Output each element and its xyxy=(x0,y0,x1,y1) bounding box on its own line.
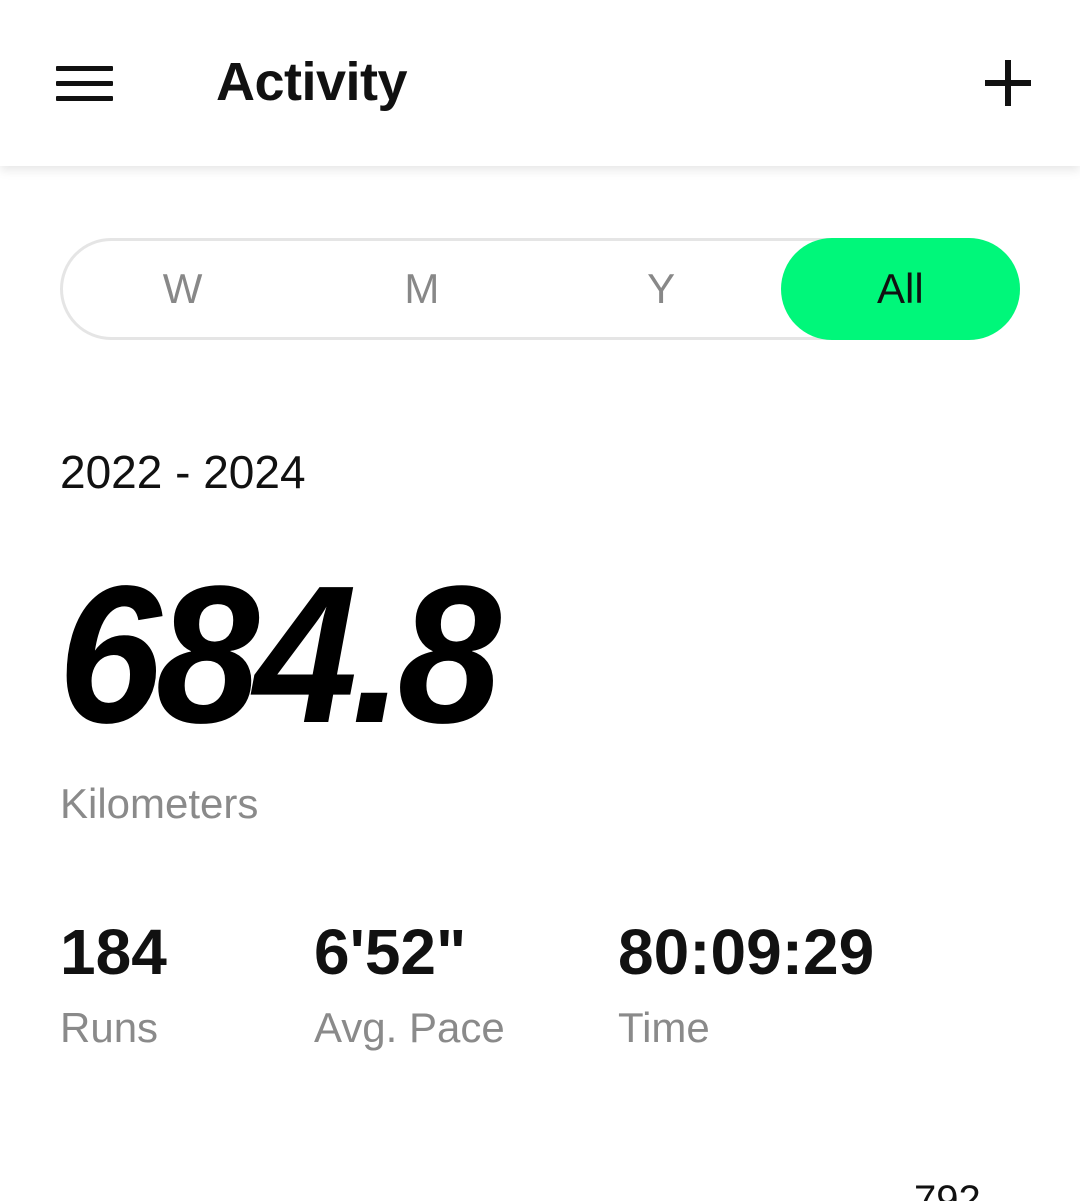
hamburger-menu-icon xyxy=(55,65,113,71)
total-distance: 684.8 xyxy=(58,545,501,764)
chart-axis-value: 792 xyxy=(914,1178,981,1201)
tab-year[interactable]: Y xyxy=(647,265,676,312)
page-title: Activity xyxy=(216,52,408,112)
avg-pace-value: 6'52" xyxy=(314,916,467,988)
hamburger-menu-icon-bar xyxy=(55,80,113,86)
runs-label: Runs xyxy=(60,1004,159,1051)
stat-runs: 184 Runs xyxy=(60,916,167,1052)
runs-value: 184 xyxy=(60,916,167,988)
time-label: Time xyxy=(618,1004,710,1051)
date-range: 2022 - 2024 xyxy=(60,446,306,498)
stat-avg-pace: 6'52" Avg. Pace xyxy=(314,916,505,1052)
distance-unit: Kilometers xyxy=(60,780,259,827)
avg-pace-label: Avg. Pace xyxy=(314,1004,505,1051)
menu-button[interactable] xyxy=(44,48,124,118)
tab-all[interactable]: All xyxy=(780,238,1020,340)
period-selector: W M Y All xyxy=(60,238,1020,340)
stat-time: 80:09:29 Time xyxy=(618,916,874,1052)
tab-month[interactable]: M xyxy=(404,265,440,312)
time-value: 80:09:29 xyxy=(618,916,875,988)
app-header: Activity xyxy=(0,0,1080,166)
tab-week[interactable]: W xyxy=(162,265,203,312)
hamburger-menu-icon-bar xyxy=(55,95,113,101)
plus-icon xyxy=(985,60,1031,106)
add-activity-button[interactable] xyxy=(976,48,1042,118)
